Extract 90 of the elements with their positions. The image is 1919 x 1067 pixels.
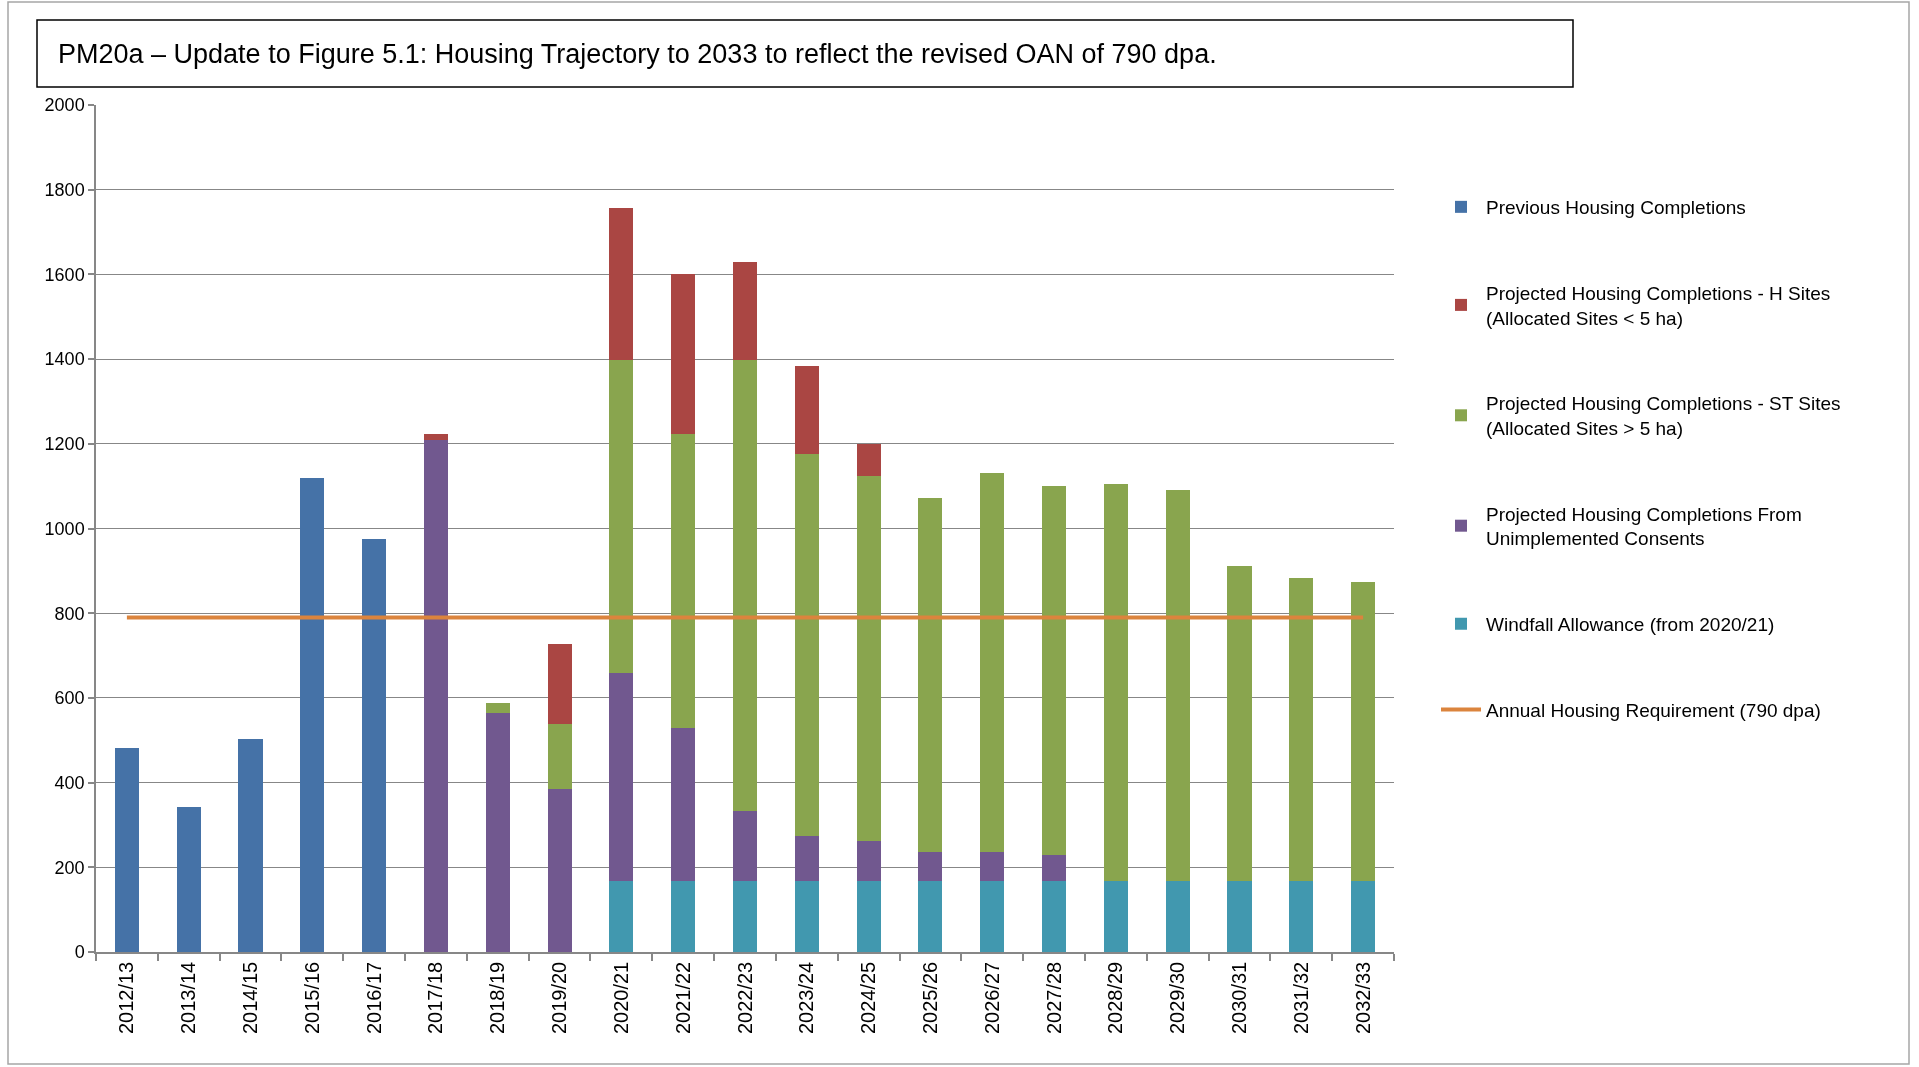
bar xyxy=(1165,881,1190,952)
bar xyxy=(794,365,819,454)
bar xyxy=(980,473,1005,853)
x-tick-label: 2024/25 xyxy=(857,961,880,1035)
x-tick-label: 2012/13 xyxy=(115,961,138,1035)
x-tick-label: 2030/31 xyxy=(1227,961,1250,1035)
bar xyxy=(732,811,758,882)
legend-label: Annual Housing Requirement (790 dpa) xyxy=(1486,699,1821,721)
bar xyxy=(671,273,696,435)
bar xyxy=(609,359,634,674)
x-tick-label: 2021/22 xyxy=(671,961,694,1035)
y-tick-label: 600 xyxy=(54,688,85,709)
bar xyxy=(732,360,758,812)
bar xyxy=(918,881,943,952)
bar xyxy=(609,673,634,882)
bar xyxy=(1227,881,1252,952)
y-tick-label: 200 xyxy=(54,857,85,878)
bar xyxy=(423,440,449,952)
bar xyxy=(1289,577,1314,882)
bar xyxy=(1227,566,1252,882)
bar xyxy=(980,881,1005,952)
bar xyxy=(918,852,943,882)
bar xyxy=(1041,486,1067,856)
x-tick-label: 2020/21 xyxy=(609,961,632,1035)
bar xyxy=(362,538,387,952)
x-tick-label: 2022/23 xyxy=(733,961,756,1035)
legend-label: Projected Housing Completions From Unimplemented Consents xyxy=(1486,503,1802,550)
y-tick-label: 1600 xyxy=(44,264,85,285)
bar xyxy=(238,738,263,952)
bar xyxy=(794,836,819,882)
x-tick-label: 2027/28 xyxy=(1042,961,1065,1035)
legend-label: Previous Housing Completions xyxy=(1486,197,1746,219)
bar xyxy=(671,727,696,882)
x-tick-label: 2028/29 xyxy=(1104,961,1127,1035)
x-tick-label: 2016/17 xyxy=(362,961,385,1035)
x-tick-label: 2019/20 xyxy=(548,961,571,1035)
bar xyxy=(485,702,510,713)
x-tick-label: 2026/27 xyxy=(980,961,1003,1035)
x-tick-label: 2025/26 xyxy=(918,961,941,1035)
bar xyxy=(300,478,325,952)
y-tick-label: 1200 xyxy=(44,434,85,455)
bar xyxy=(1165,489,1190,882)
x-tick-label: 2014/15 xyxy=(239,961,262,1035)
x-tick-label: 2018/19 xyxy=(486,961,509,1035)
bar xyxy=(176,807,201,952)
x-tick-label: 2015/16 xyxy=(300,961,323,1035)
bar xyxy=(794,881,819,952)
bar xyxy=(671,434,696,728)
bar xyxy=(547,644,572,725)
bar xyxy=(1103,483,1128,882)
legend-label: Projected Housing Completions - ST Sites (Allocated Sites > 5 ha) xyxy=(1486,393,1841,440)
bar xyxy=(918,497,943,853)
bar xyxy=(1041,855,1067,882)
bar xyxy=(485,712,510,952)
x-tick-label: 2031/32 xyxy=(1289,961,1312,1035)
bar xyxy=(609,207,634,360)
y-tick-label: 1800 xyxy=(44,180,85,200)
y-tick-label: 0 xyxy=(74,942,85,963)
bar xyxy=(1103,881,1128,952)
bar xyxy=(423,434,449,441)
legend-label: Windfall Allowance (from 2020/21) xyxy=(1486,614,1775,636)
bar xyxy=(856,443,881,477)
bar xyxy=(794,453,819,837)
chart-title: PM20a – Update to Figure 5.1: Housing Trajectory to 2033 to reflect the revised OAN of 790 dpa. xyxy=(58,39,1217,70)
x-tick-label: 2032/33 xyxy=(1351,961,1374,1035)
bar xyxy=(114,748,139,952)
y-tick-label: 800 xyxy=(54,603,85,624)
bar xyxy=(1351,881,1376,952)
bar xyxy=(856,476,881,842)
bar xyxy=(856,841,881,882)
bar xyxy=(609,881,634,952)
bar xyxy=(1351,582,1376,882)
bar xyxy=(856,881,881,952)
y-tick-label: 2000 xyxy=(44,95,85,116)
x-tick-label: 2023/24 xyxy=(795,961,818,1035)
bar xyxy=(547,724,572,789)
bar xyxy=(1041,881,1067,952)
y-tick-label: 400 xyxy=(54,772,85,793)
y-tick-label: 1000 xyxy=(44,518,85,539)
x-tick-label: 2017/18 xyxy=(424,961,447,1035)
bar xyxy=(732,881,758,952)
bar xyxy=(547,788,572,952)
bar xyxy=(671,881,696,952)
x-tick-label: 2029/30 xyxy=(1166,961,1189,1035)
bar xyxy=(980,852,1005,882)
x-tick-label: 2013/14 xyxy=(177,961,200,1035)
y-tick-label: 1400 xyxy=(44,349,85,370)
bar xyxy=(732,261,758,361)
legend-label: Projected Housing Completions - H Sites (Allocated Sites < 5 ha) xyxy=(1486,282,1831,329)
bar xyxy=(1289,881,1314,952)
